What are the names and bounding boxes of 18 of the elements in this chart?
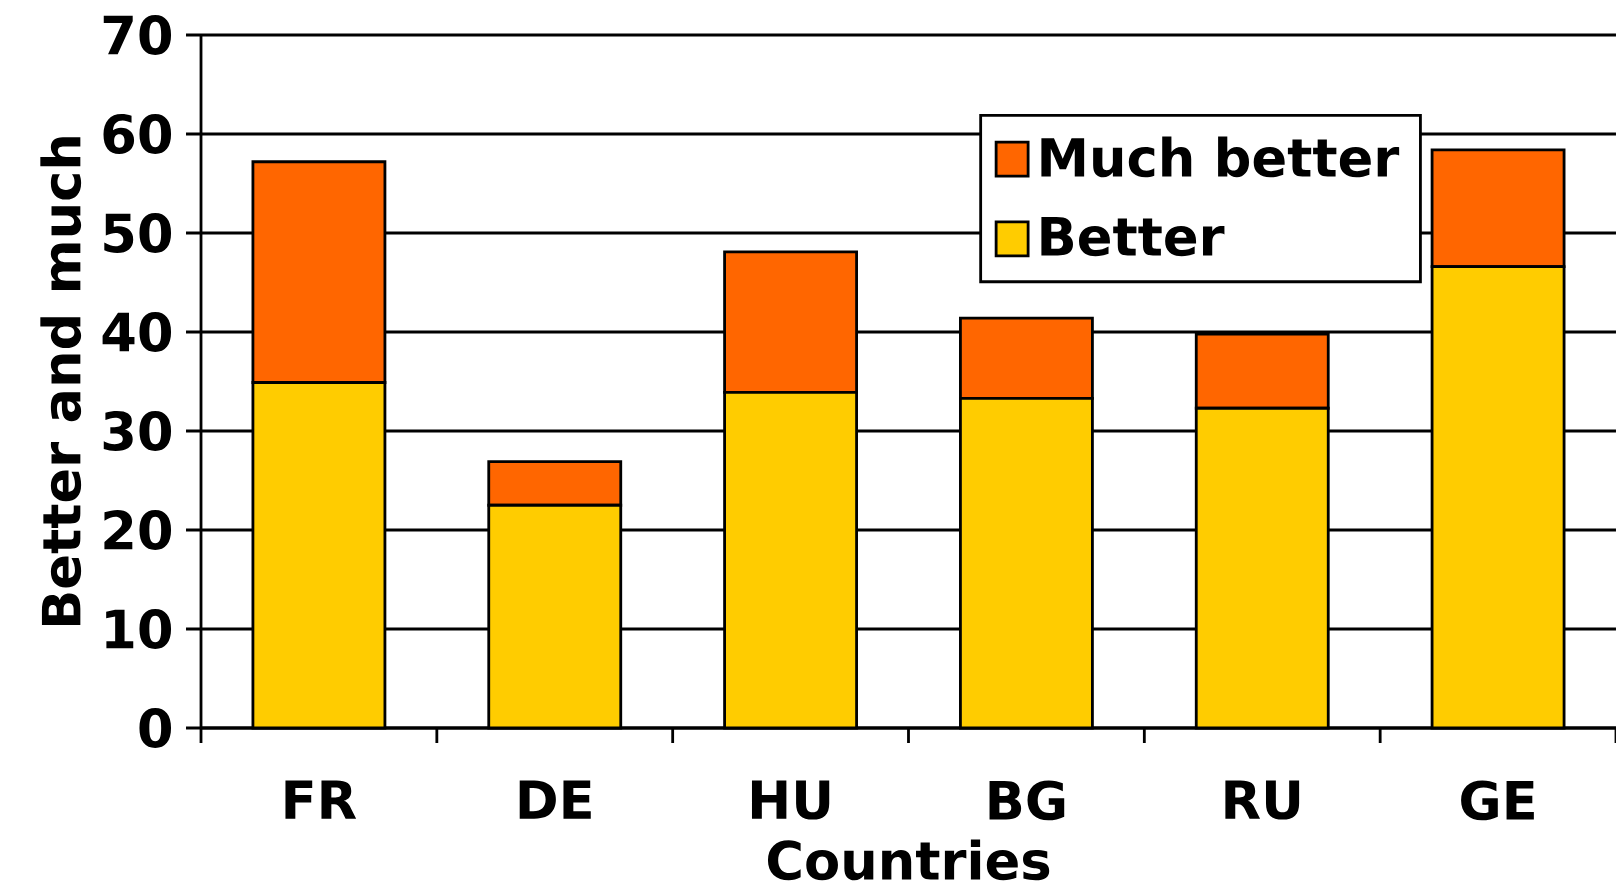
legend-label: Much better: [1041, 136, 1400, 178]
x-tick-label: DE: [519, 780, 591, 819]
x-tick-label: HU: [751, 780, 830, 820]
x-axis-title: Countries: [767, 839, 1050, 881]
x-tick-label: BG: [989, 780, 1065, 821]
x-tick-label: RU: [1225, 780, 1300, 820]
x-tick-label: FR: [285, 780, 357, 819]
y-axis-title: Better and much: [40, 137, 82, 626]
x-tick-label: GE: [1461, 780, 1534, 821]
y-tick-label: 40: [102, 312, 172, 352]
y-tick-label: 60: [103, 114, 172, 154]
y-tick-label: 10: [106, 609, 172, 649]
y-tick-label: 70: [103, 15, 172, 55]
y-tick-label: 30: [103, 411, 172, 451]
legend-label: Better: [1041, 216, 1225, 257]
y-tick-label: 20: [104, 510, 172, 550]
y-tick-label: 50: [104, 213, 172, 253]
y-tick-label: 0: [139, 708, 172, 748]
